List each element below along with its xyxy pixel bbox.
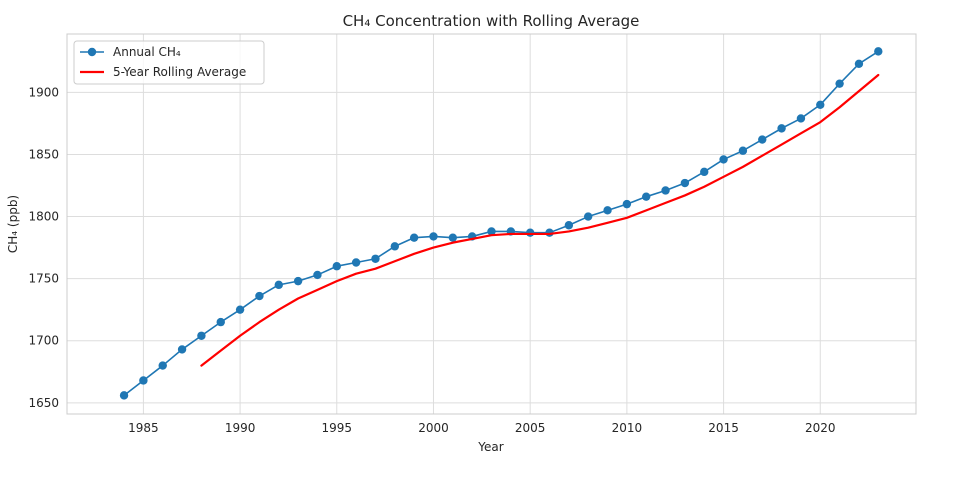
data-point-annual — [642, 192, 651, 201]
x-tick-label: 1990 — [225, 421, 256, 435]
legend-label-annual: Annual CH₄ — [113, 45, 181, 59]
data-point-annual — [777, 124, 786, 133]
x-axis-label: Year — [477, 440, 503, 454]
data-point-annual — [429, 232, 438, 241]
data-point-annual — [293, 276, 303, 286]
data-point-annual — [680, 178, 690, 188]
data-point-annual — [332, 262, 341, 271]
legend-box — [73, 40, 265, 85]
data-point-annual — [816, 100, 825, 109]
chart-title: CH₄ Concentration with Rolling Average — [343, 12, 640, 30]
data-point-annual — [235, 305, 245, 314]
data-point-annual — [719, 155, 728, 164]
legend-marker-annual — [87, 47, 97, 57]
y-tick-label: 1800 — [28, 210, 59, 224]
data-point-annual — [409, 233, 419, 242]
data-point-annual — [564, 221, 574, 230]
y-tick-label: 1750 — [28, 272, 59, 286]
x-tick-label: 1995 — [322, 421, 353, 435]
series-line-annual — [123, 50, 880, 397]
data-point-annual — [119, 391, 129, 400]
x-tick-label: 2005 — [515, 421, 546, 435]
data-point-annual — [390, 242, 400, 251]
data-point-annual — [177, 345, 187, 354]
data-point-annual — [874, 47, 883, 56]
data-point-annual — [738, 146, 748, 155]
grid-layer — [67, 34, 916, 414]
data-point-annual — [255, 291, 264, 301]
data-point-annual — [158, 361, 167, 370]
data-point-annual — [313, 270, 322, 280]
data-point-annual — [139, 376, 148, 385]
data-point-annual — [661, 186, 670, 195]
series-layer — [119, 47, 883, 400]
data-point-annual — [448, 233, 458, 242]
data-point-annual — [622, 199, 632, 209]
legend: Annual CH₄ 5-Year Rolling Average — [73, 40, 265, 85]
data-point-annual — [216, 317, 225, 327]
data-point-annual — [603, 206, 612, 215]
tick-labels: 1985 1990 1995 2000 2005 2010 2015 2020 1650 1700… — [28, 85, 835, 435]
data-point-annual — [351, 258, 361, 267]
data-point-annual — [583, 212, 593, 221]
x-tick-label: 1985 — [128, 421, 159, 435]
y-axis-label: CH₄ (ppb) — [6, 195, 20, 253]
series-line-rolling-average — [200, 73, 880, 367]
x-tick-label: 2010 — [612, 421, 643, 435]
y-tick-label: 1850 — [28, 147, 59, 161]
data-point-annual — [796, 114, 806, 123]
data-point-annual — [197, 331, 206, 340]
x-tick-label: 2020 — [805, 421, 836, 435]
plot-frame — [66, 33, 917, 415]
x-tick-label: 2015 — [708, 421, 739, 435]
data-point-annual — [835, 79, 844, 88]
y-tick-label: 1700 — [28, 334, 59, 348]
legend-label-rolling: 5-Year Rolling Average — [113, 65, 246, 79]
data-point-annual — [274, 280, 283, 290]
data-point-annual — [487, 227, 496, 236]
x-tick-label: 2000 — [418, 421, 449, 435]
data-point-annual — [758, 135, 767, 144]
data-point-annual — [854, 59, 864, 69]
data-point-annual — [700, 167, 709, 177]
data-point-annual — [525, 228, 535, 237]
data-point-annual — [371, 254, 380, 263]
y-tick-label: 1900 — [28, 85, 59, 99]
y-tick-label: 1650 — [28, 396, 59, 410]
